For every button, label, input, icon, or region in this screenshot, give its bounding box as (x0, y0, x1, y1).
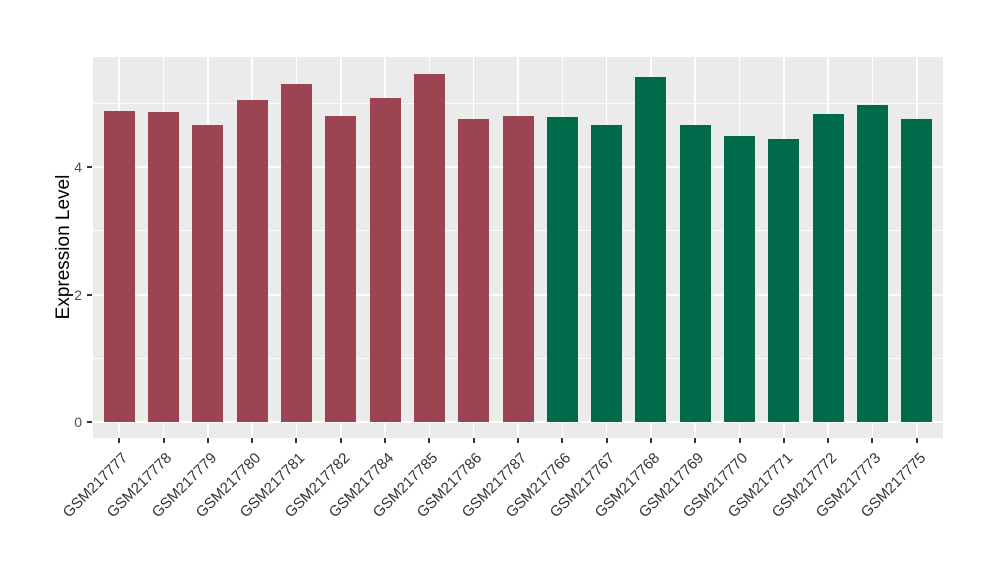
x-tick-GSM217780 (251, 438, 254, 443)
x-tick-GSM217784 (384, 438, 387, 443)
bar-GSM217766 (546, 116, 578, 423)
x-tick-label-GSM217770: GSM217770 (586, 447, 752, 521)
bar-GSM217767 (591, 124, 623, 423)
x-tick-label-text: GSM217782 (281, 449, 353, 522)
x-tick-GSM217768 (649, 438, 652, 443)
x-tick-label-text: GSM217786 (414, 449, 486, 522)
bar-GSM217780 (236, 100, 268, 423)
bar-GSM217771 (768, 139, 800, 423)
y-tick-label-4: 4 (74, 159, 82, 176)
bar-GSM217782 (325, 116, 357, 423)
x-tick-label-GSM217780: GSM217780 (98, 447, 265, 521)
x-tick-label-GSM217784: GSM217784 (231, 447, 397, 521)
x-tick-label-GSM217778: GSM217778 (10, 447, 176, 521)
x-tick-label-text: GSM217778 (103, 449, 176, 522)
x-tick-label-GSM217767: GSM217767 (453, 447, 619, 521)
y-tick-2 (87, 293, 92, 296)
bar-GSM217769 (679, 125, 711, 423)
x-tick-label-GSM217779: GSM217779 (54, 447, 220, 521)
bar-GSM217784 (369, 98, 401, 423)
x-tick-label-text: GSM217772 (768, 449, 841, 522)
bar-GSM217777 (103, 111, 135, 423)
x-tick-label-text: GSM217781 (236, 449, 309, 522)
x-tick-label-GSM217777: GSM217777 (0, 447, 132, 521)
x-tick-GSM217779 (206, 438, 209, 443)
x-tick-label-text: GSM217785 (369, 449, 442, 522)
x-tick-label-text: GSM217766 (502, 449, 575, 522)
x-tick-GSM217766 (561, 438, 564, 443)
x-tick-label-GSM217773: GSM217773 (718, 447, 885, 521)
x-tick-label-GSM217768: GSM217768 (497, 447, 663, 521)
x-tick-GSM217778 (162, 438, 165, 443)
bar-GSM217787 (502, 116, 534, 423)
x-tick-GSM217787 (517, 438, 519, 443)
y-tick-0 (87, 421, 92, 424)
x-tick-label-text: GSM217780 (192, 449, 265, 522)
x-tick-label-GSM217769: GSM217769 (541, 447, 708, 521)
bar-GSM217778 (148, 111, 179, 423)
x-tick-label-GSM217771: GSM217771 (630, 447, 796, 521)
x-tick-GSM217773 (871, 438, 874, 443)
bar-GSM217779 (192, 125, 224, 423)
bar-GSM217775 (901, 119, 933, 423)
x-tick-label-GSM217772: GSM217772 (674, 447, 841, 521)
x-tick-label-text: GSM217787 (458, 449, 531, 522)
plot-panel (93, 57, 943, 438)
x-tick-label-text: GSM217771 (724, 449, 796, 522)
x-tick-label-GSM217786: GSM217786 (320, 447, 486, 521)
bar-GSM217768 (635, 76, 667, 423)
x-tick-label-GSM217766: GSM217766 (408, 447, 575, 521)
x-tick-label-text: GSM217770 (679, 449, 752, 522)
x-tick-GSM217785 (428, 438, 431, 443)
x-tick-GSM217781 (295, 438, 298, 443)
x-tick-GSM217782 (339, 438, 342, 443)
x-tick-label-text: GSM217769 (635, 449, 708, 522)
x-tick-label-text: GSM217773 (812, 449, 885, 522)
x-tick-GSM217777 (118, 438, 121, 443)
x-tick-label-text: GSM217777 (59, 449, 132, 522)
bar-GSM217786 (458, 118, 490, 423)
x-tick-GSM217786 (472, 438, 475, 443)
x-tick-GSM217771 (782, 438, 785, 443)
bar-GSM217773 (856, 104, 888, 423)
bar-GSM217772 (812, 114, 844, 423)
bar-GSM217781 (280, 83, 312, 423)
bar-GSM217770 (724, 136, 756, 423)
x-tick-label-GSM217781: GSM217781 (142, 447, 309, 521)
x-tick-GSM217775 (915, 438, 918, 443)
x-tick-label-text: GSM217775 (857, 449, 929, 522)
x-tick-label-GSM217787: GSM217787 (364, 447, 530, 521)
x-tick-label-GSM217775: GSM217775 (763, 447, 929, 521)
x-tick-GSM217769 (694, 438, 697, 443)
x-tick-GSM217767 (605, 438, 608, 443)
x-tick-label-text: GSM217779 (148, 449, 220, 522)
x-tick-label-GSM217785: GSM217785 (275, 447, 442, 521)
x-tick-label-text: GSM217767 (547, 449, 619, 522)
y-tick-label-2: 2 (74, 286, 82, 303)
x-tick-label-text: GSM217768 (591, 449, 663, 522)
bar-GSM217785 (413, 74, 445, 423)
x-tick-GSM217772 (827, 438, 830, 443)
y-tick-label-0: 0 (74, 414, 82, 431)
x-tick-label-text: GSM217784 (325, 449, 398, 522)
x-tick-GSM217770 (738, 438, 741, 443)
y-tick-4 (87, 166, 92, 169)
x-tick-label-GSM217782: GSM217782 (187, 447, 353, 521)
